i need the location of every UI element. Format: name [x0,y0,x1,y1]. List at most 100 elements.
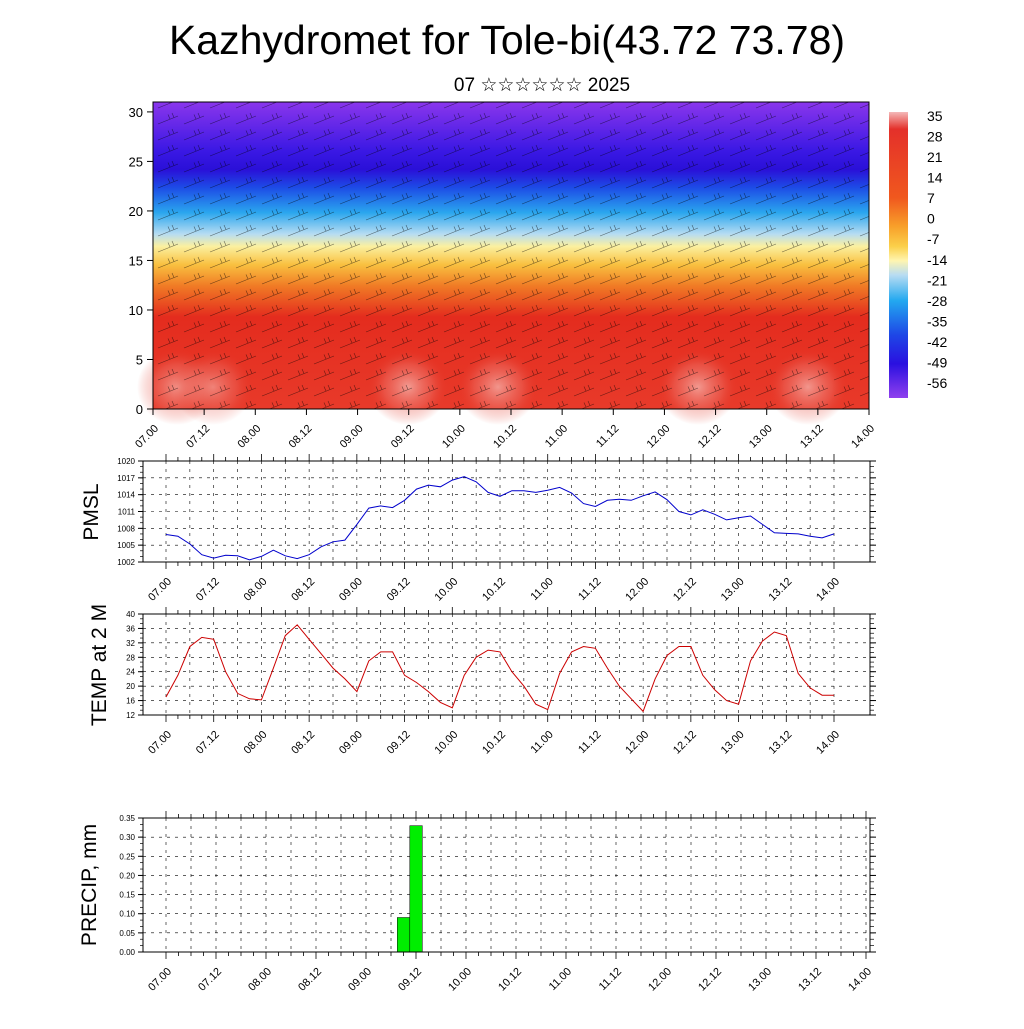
x-tick-label: 10.00 [432,576,460,604]
pmsl-panel: 1020 1017 1014 1011 1008 1005 1002 07.00 07.12 0… [80,454,876,604]
x-tick-label: 08.00 [242,729,270,757]
colorbar-label: -56 [927,375,947,391]
colorbar-label: 7 [927,190,935,206]
x-tick-label: 12.00 [645,423,673,451]
colorbar-scale [889,112,908,398]
y-tick-label: 1020 [117,457,135,466]
y-tick-label: 32 [126,639,135,648]
y-tick-label: 16 [126,697,135,706]
x-tick-label: 12.12 [696,423,724,451]
colorbar-label: -35 [927,313,947,329]
wind-barbs-overlay [153,102,869,409]
x-tick-label: 09.00 [346,966,374,994]
x-tick-label: 09.00 [338,423,366,451]
y-tick-label: 40 [126,610,135,619]
x-tick-label: 09.00 [337,729,365,757]
x-tick-label: 11.12 [594,423,621,450]
precip-panel: 0.35 0.30 0.25 0.20 0.15 0.10 0.05 0.00 07.00 07… [78,811,876,994]
y-tick-label: 1017 [117,474,135,483]
x-tick-label: 08.00 [242,576,270,604]
y-tick-label: 30 [129,105,143,120]
colorbar-label: -42 [927,334,947,350]
x-tick-label: 07.12 [194,729,222,757]
y-tick-label: 0.05 [119,929,135,938]
x-tick-label: 12.12 [696,966,724,994]
y-tick-label: 0.15 [119,891,135,900]
colorbar-label: -7 [927,231,940,247]
y-tick-label: 0.35 [119,814,135,823]
x-tick-label: 13.12 [796,966,824,994]
x-tick-label: 08.12 [287,423,315,451]
colorbar-label: 35 [927,108,943,124]
y-tick-label: 15 [129,253,143,268]
x-tick-label: 07.00 [146,576,174,604]
x-tick-label: 11.00 [547,966,574,993]
x-tick-label: 14.00 [814,576,842,604]
y-tick-label: 28 [126,653,135,662]
colorbar-label: -28 [927,293,947,309]
temp-panel: 40 36 32 28 24 20 16 12 07.00 07.12 08.00 08.12 09.… [88,604,876,757]
x-tick-label: 11.00 [528,576,555,603]
y-tick-label: 0.30 [119,833,135,842]
x-tick-label: 12.12 [671,576,699,604]
x-tick-label: 07.12 [196,966,224,994]
y-tick-label: 5 [136,352,143,367]
x-tick-label: 12.00 [623,729,651,757]
x-tick-label: 13.00 [747,423,775,451]
y-tick-label: 0.25 [119,852,135,861]
y-tick-label: 0.00 [119,948,135,957]
precip-bar [409,825,423,953]
y-tick-label: 36 [126,624,135,633]
y-tick-label: 25 [129,154,143,169]
x-tick-label: 08.12 [289,576,317,604]
colorbar-label: -14 [927,252,947,268]
x-tick-label: 10.12 [480,576,508,604]
y-tick-label: 1014 [117,491,135,500]
precip-frame [142,817,871,953]
y-tick-label: 1002 [117,558,135,567]
colorbar-label: 14 [927,170,943,186]
x-tick-label: 08.12 [296,966,324,994]
x-tick-label: 13.12 [766,576,794,604]
x-tick-label: 13.00 [746,966,774,994]
y-tick-label: 10 [129,303,143,318]
x-tick-label: 10.12 [496,966,524,994]
x-tick-label: 13.00 [719,576,747,604]
colorbar-label: -21 [927,272,947,288]
x-tick-label: 12.00 [646,966,674,994]
pmsl-axis-label: PMSL [80,483,103,540]
temp-series-line [165,624,834,713]
y-tick-label: 0 [136,402,143,417]
precip-axis-label: PRECIP, mm [78,824,101,946]
colorbar-label: 21 [927,149,943,165]
y-tick-label: 12 [126,711,135,720]
x-tick-label: 09.12 [396,966,424,994]
x-tick-label: 11.00 [528,729,555,756]
chart-title: Kazhydromet for Tole-bi(43.72 73.78) [169,17,845,63]
x-tick-label: 07.00 [146,966,174,994]
x-tick-label: 09.12 [389,423,417,451]
x-tick-label: 09.00 [337,576,365,604]
x-tick-label: 07.00 [146,729,174,757]
x-tick-label: 11.00 [543,423,570,450]
x-tick-label: 13.00 [719,729,747,757]
x-tick-label: 14.00 [814,729,842,757]
y-tick-label: 1008 [117,524,135,533]
colorbar-label: 0 [927,211,935,227]
x-tick-label: 10.12 [491,423,519,451]
x-tick-label: 12.00 [623,576,651,604]
chart-subtitle: 07 ☆☆☆☆☆☆ 2025 [454,75,630,96]
x-tick-label: 09.12 [385,729,413,757]
x-tick-label: 07.12 [184,423,212,451]
precip-bar [397,917,411,953]
x-tick-label: 11.12 [576,729,603,756]
x-tick-label: 14.00 [849,423,877,451]
y-tick-label: 1005 [117,541,135,550]
y-tick-label: 0.10 [119,910,135,919]
x-tick-label: 08.12 [289,729,317,757]
y-tick-label: 20 [129,204,143,219]
x-tick-label: 13.12 [798,423,826,451]
x-tick-label: 11.12 [597,966,624,993]
x-tick-label: 14.00 [846,966,874,994]
